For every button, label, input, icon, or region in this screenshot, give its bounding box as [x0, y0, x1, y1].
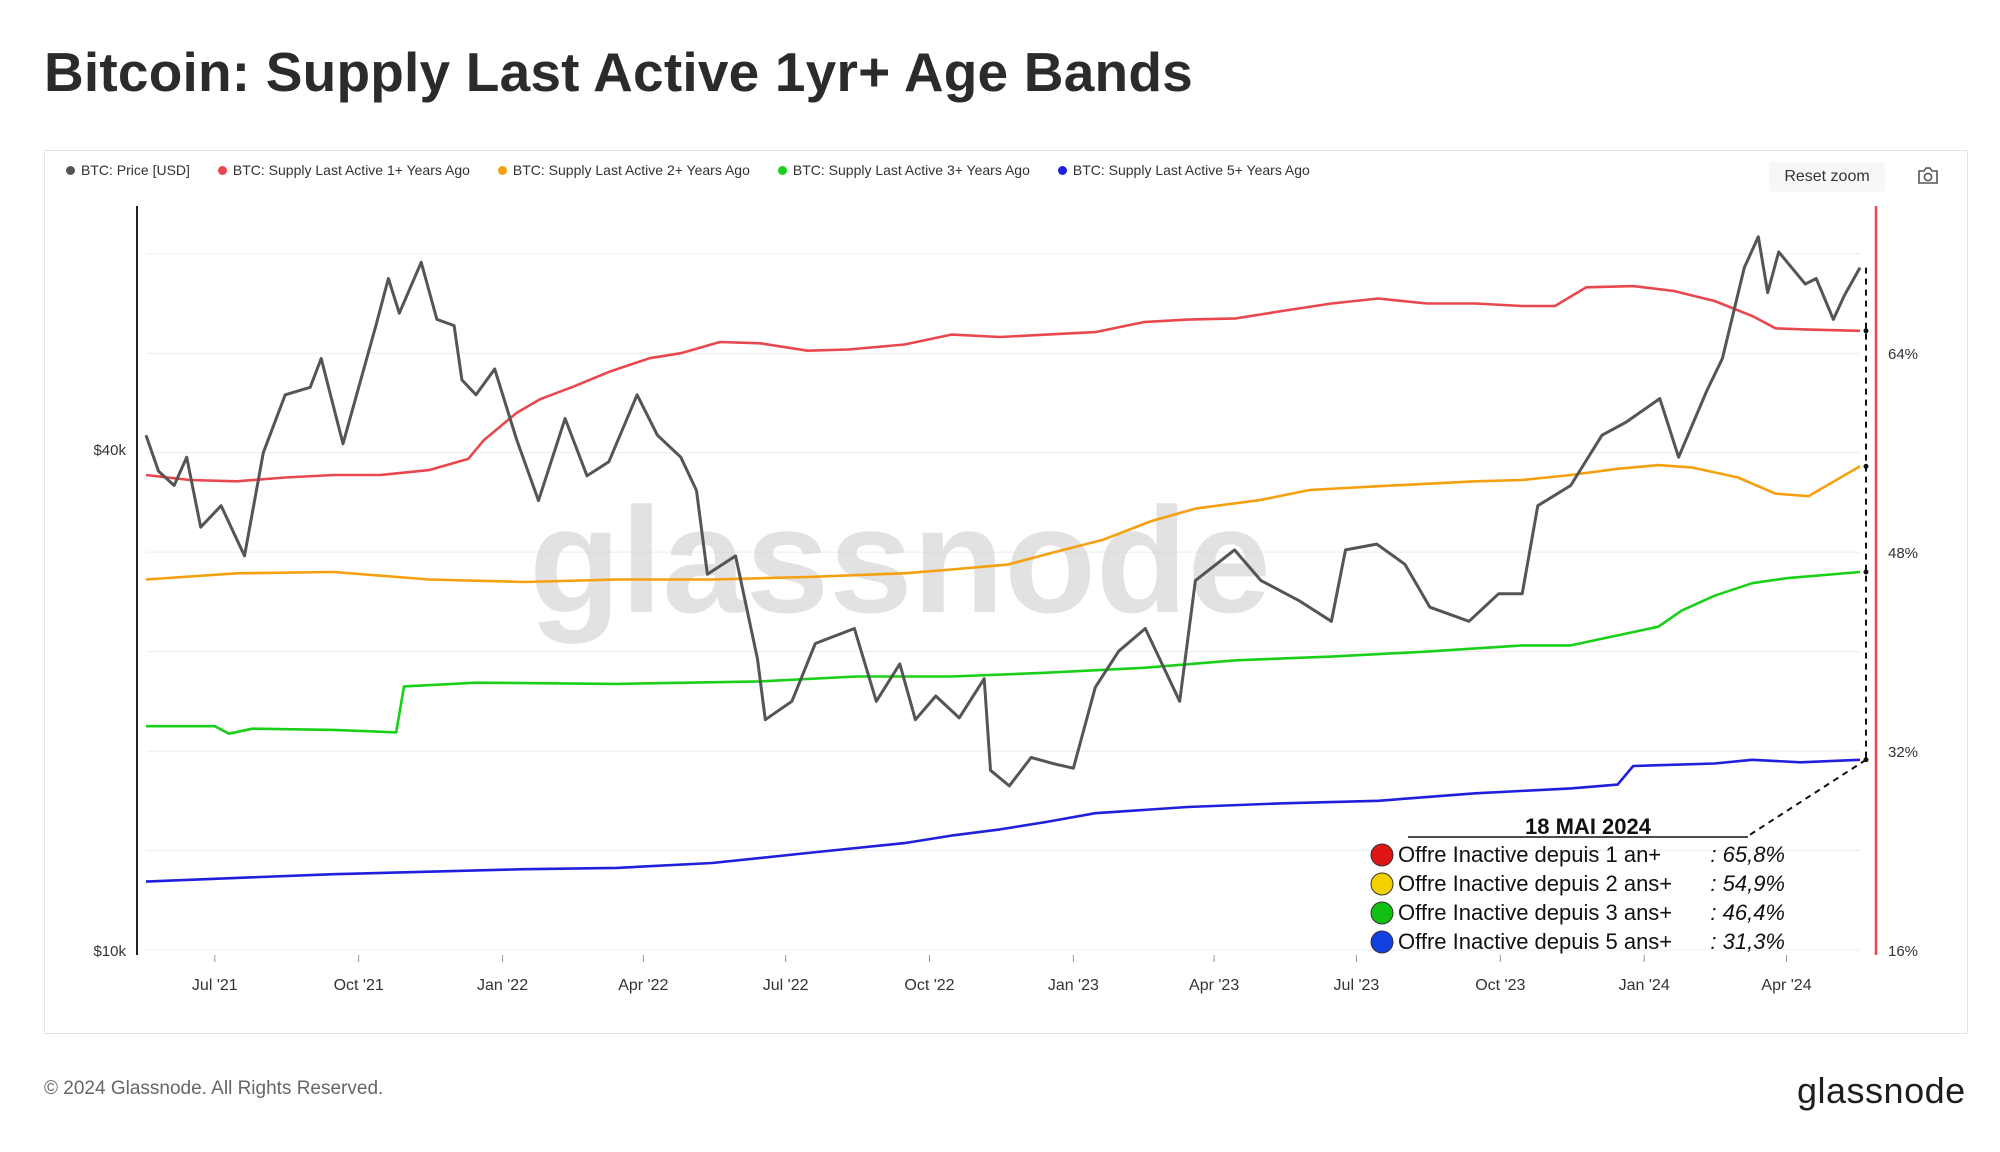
annotation-point — [1863, 757, 1869, 763]
legend-item-3y[interactable]: BTC: Supply Last Active 3+ Years Ago — [777, 162, 1030, 178]
annotation-bullet-icon — [1370, 930, 1394, 954]
annotation-bullet-icon — [1370, 843, 1394, 867]
watermark: glassnode — [529, 476, 1271, 644]
footer-copyright: © 2024 Glassnode. All Rights Reserved. — [44, 1078, 384, 1099]
annotation-row-value: : 46,4% — [1710, 900, 1785, 925]
annotation-row-value: : 65,8% — [1710, 842, 1785, 867]
annotation-row-label: Offre Inactive depuis 1 an+ — [1398, 842, 1661, 867]
annotation-point — [1863, 569, 1869, 575]
chart-card — [44, 150, 1968, 1034]
annotation-row-value: : 54,9% — [1710, 871, 1785, 896]
annotation-bullet-icon — [1370, 872, 1394, 896]
x-tick-label: Oct '23 — [1475, 977, 1525, 994]
legend-item-2y[interactable]: BTC: Supply Last Active 2+ Years Ago — [497, 162, 750, 178]
x-tick-label: Jul '21 — [192, 977, 238, 994]
series-line-5y — [145, 758, 1861, 883]
x-tick-label: Oct '21 — [334, 977, 384, 994]
camera-icon[interactable] — [1917, 166, 1939, 186]
chart-legend: BTC: Price [USD] BTC: Supply Last Active… — [66, 162, 1310, 178]
footer-logo: glassnode — [1797, 1070, 1966, 1111]
legend-label: BTC: Price [USD] — [81, 162, 190, 178]
annotation-box: 18 MAI 2024 Offre Inactive depuis 1 an+ : … — [1370, 267, 1869, 954]
legend-item-price[interactable]: BTC: Price [USD] — [66, 162, 190, 178]
annotation-row-label: Offre Inactive depuis 3 ans+ — [1398, 900, 1672, 925]
legend-label: BTC: Supply Last Active 2+ Years Ago — [512, 162, 750, 178]
annotation-row-label: Offre Inactive depuis 2 ans+ — [1398, 871, 1672, 896]
series-line-1y — [145, 284, 1861, 483]
y-left-tick-label: $10k — [93, 943, 126, 960]
annotation-dashed-leader — [1747, 758, 1867, 837]
series-line-2y — [145, 463, 1861, 584]
y-left-tick-label: $40k — [93, 442, 126, 459]
legend-item-5y[interactable]: BTC: Supply Last Active 5+ Years Ago — [1057, 162, 1310, 178]
grid-lines — [146, 253, 1860, 951]
annotation-row-value: : 31,3% — [1710, 929, 1785, 954]
axes: Jul '21 Oct '21 Jan '22 Apr '22 Jul '22 Oct '… — [93, 206, 1918, 994]
x-tick-label: Jul '23 — [1334, 977, 1380, 994]
x-tick-label: Jan '24 — [1619, 977, 1670, 994]
legend-dot-icon — [777, 165, 787, 175]
x-tick-label: Apr '22 — [618, 977, 668, 994]
y-right-tick-label: 32% — [1888, 744, 1918, 761]
series-line-3y — [146, 570, 1861, 735]
annotation-point — [1863, 328, 1869, 334]
x-tick-label: Jan '22 — [477, 977, 528, 994]
legend-label: BTC: Supply Last Active 3+ Years Ago — [792, 162, 1030, 178]
x-tick-label: Apr '24 — [1761, 977, 1811, 994]
y-right-tick-label: 48% — [1888, 545, 1918, 562]
legend-label: BTC: Supply Last Active 5+ Years Ago — [1072, 162, 1310, 178]
page-title: Bitcoin: Supply Last Active 1yr+ Age Ban… — [44, 41, 1193, 103]
legend-dot-icon — [66, 165, 75, 175]
annotation-date: 18 MAI 2024 — [1525, 814, 1652, 839]
legend-label: BTC: Supply Last Active 1+ Years Ago — [232, 162, 470, 178]
legend-item-1y[interactable]: BTC: Supply Last Active 1+ Years Ago — [217, 162, 470, 178]
series-line-price — [144, 235, 1862, 788]
series-layer — [144, 235, 1862, 883]
reset-zoom-button[interactable]: Reset zoom — [1769, 162, 1885, 192]
x-tick-label: Oct '22 — [904, 977, 954, 994]
x-tick-label: Jan '23 — [1048, 977, 1099, 994]
annotation-bullet-icon — [1370, 901, 1394, 925]
x-tick-label: Jul '22 — [763, 977, 809, 994]
annotation-row-label: Offre Inactive depuis 5 ans+ — [1398, 929, 1672, 954]
legend-dot-icon — [497, 165, 507, 175]
legend-dot-icon — [217, 165, 227, 175]
y-right-tick-label: 16% — [1888, 943, 1918, 960]
legend-dot-icon — [1057, 165, 1067, 175]
y-right-tick-label: 64% — [1888, 346, 1918, 363]
x-tick-label: Apr '23 — [1189, 977, 1239, 994]
annotation-point — [1863, 463, 1869, 469]
